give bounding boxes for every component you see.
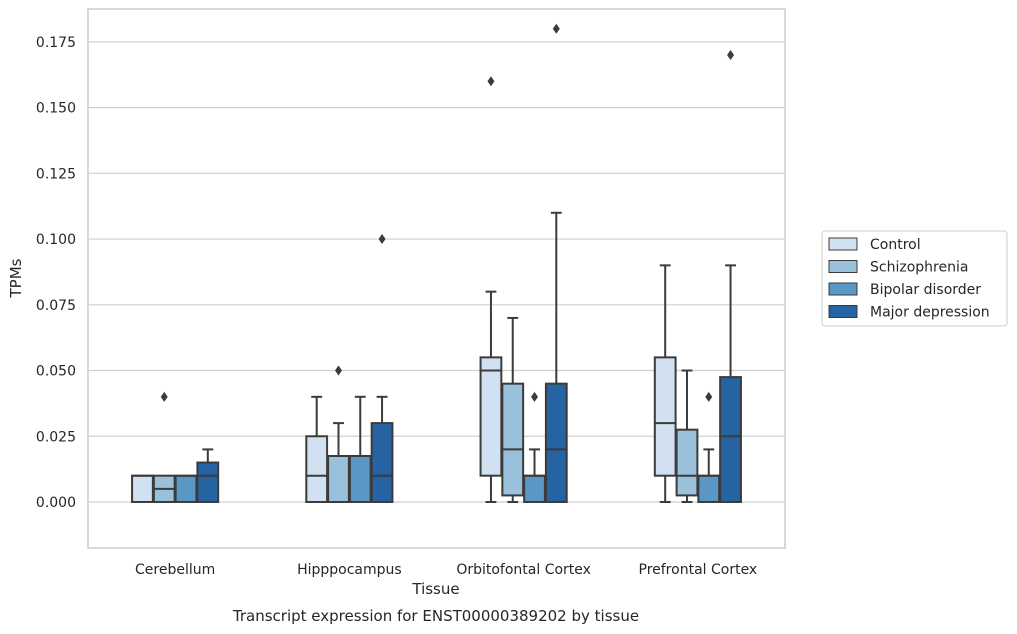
x-tick-label: Cerebellum <box>135 562 215 578</box>
box-control-1 <box>305 395 329 503</box>
iqr-box <box>348 454 372 503</box>
y-tick-label: 0.100 <box>36 232 76 248</box>
iqr-box <box>327 454 350 503</box>
iqr-box <box>523 474 546 503</box>
y-tick-label: 0.050 <box>36 364 76 380</box>
legend-swatch <box>828 305 858 318</box>
iqr-box <box>675 428 699 497</box>
legend-entry: Major depression <box>870 305 990 321</box>
legend-swatch <box>828 237 858 251</box>
box-bipolar-disorder-1 <box>348 395 372 503</box>
y-tick-labels: 0.000 0.025 0.050 0.075 0.100 0.125 0.150 0.175 <box>36 35 76 511</box>
y-tick-label: 0.175 <box>36 35 76 51</box>
outlier-point <box>705 391 713 402</box>
boxes <box>131 23 742 503</box>
box-schizophrenia-2 <box>501 316 525 503</box>
x-tick-label: Prefrontal Cortex <box>639 562 758 578</box>
outlier-point <box>160 391 168 402</box>
outlier-point <box>334 365 342 376</box>
box-bipolar-disorder-2 <box>523 391 546 503</box>
outlier-point <box>378 234 386 245</box>
box-bipolar-disorder-0 <box>174 474 198 503</box>
box-control-3 <box>653 264 677 503</box>
legend-entry: Bipolar disorder <box>870 282 981 298</box>
box-major-depression-1 <box>370 234 394 503</box>
outlier-point <box>487 76 495 87</box>
outlier-point <box>531 391 539 402</box>
box-major-depression-2 <box>544 23 568 503</box>
iqr-box <box>479 356 503 477</box>
y-tick-label: 0.000 <box>36 495 76 511</box>
legend-swatch <box>828 260 858 273</box>
box-control-2 <box>479 76 503 503</box>
box-major-depression-3 <box>719 50 742 503</box>
box-schizophrenia-3 <box>675 369 699 503</box>
outlier-point <box>552 23 560 34</box>
y-tick-label: 0.125 <box>36 166 76 182</box>
outlier-point <box>727 50 735 61</box>
iqr-box <box>501 382 525 497</box>
legend-entry: Schizophrenia <box>870 260 968 276</box>
legend-swatch <box>828 282 858 296</box>
iqr-box <box>653 356 677 477</box>
chart-caption: Transcript expression for ENST0000038920… <box>232 607 639 625</box>
x-tick-label: Orbitofontal Cortex <box>456 562 591 578</box>
iqr-box <box>131 474 154 503</box>
legend: Control Schizophrenia Bipolar disorder Majo… <box>821 230 1008 327</box>
y-tick-label: 0.025 <box>36 429 76 445</box>
legend-frame <box>821 230 1008 327</box>
y-axis-label: TPMs <box>7 258 25 298</box>
iqr-box <box>544 382 568 503</box>
x-tick-label: Hipppocampus <box>297 562 402 578</box>
legend-entry: Control <box>870 237 921 253</box>
y-tick-label: 0.075 <box>36 298 76 314</box>
iqr-box <box>174 474 198 503</box>
box-major-depression-0 <box>196 448 220 503</box>
x-axis-label: Tissue <box>411 580 459 598</box>
plot-frame <box>87 8 786 549</box>
y-tick-label: 0.150 <box>36 101 76 117</box>
iqr-box <box>196 461 220 503</box>
x-tick-labels: Cerebellum Hipppocampus Orbitofontal Corte… <box>135 562 757 578</box>
iqr-box <box>305 435 329 503</box>
iqr-box <box>719 376 742 503</box>
iqr-box <box>697 474 721 503</box>
iqr-box <box>370 422 394 503</box>
box-control-0 <box>131 474 154 503</box>
box-schizophrenia-1 <box>327 365 350 503</box>
